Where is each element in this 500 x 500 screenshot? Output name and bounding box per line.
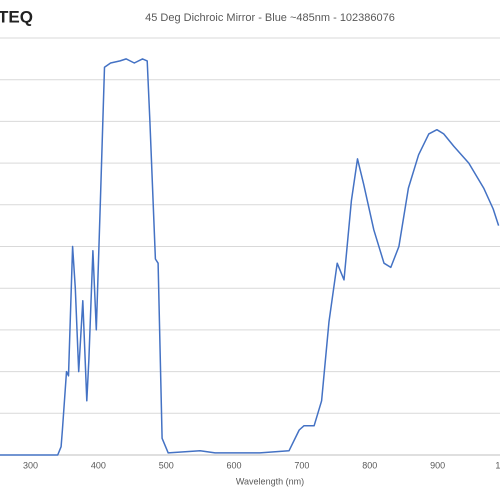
x-axis-label: Wavelength (nm): [236, 476, 304, 486]
x-tick-label: 900: [430, 460, 445, 470]
x-tick-label: 1000: [495, 460, 500, 470]
chart-title: 45 Deg Dichroic Mirror - Blue ~485nm - 1…: [145, 12, 395, 24]
x-tick-label: 800: [362, 460, 377, 470]
x-tick-label: 400: [91, 460, 106, 470]
x-tick-label: 500: [159, 460, 174, 470]
data-line: [0, 58, 500, 456]
x-tick-label: 700: [294, 460, 309, 470]
x-tick-label: 600: [227, 460, 242, 470]
logo: TEQ: [0, 7, 33, 26]
x-tick-label: 300: [23, 460, 38, 470]
